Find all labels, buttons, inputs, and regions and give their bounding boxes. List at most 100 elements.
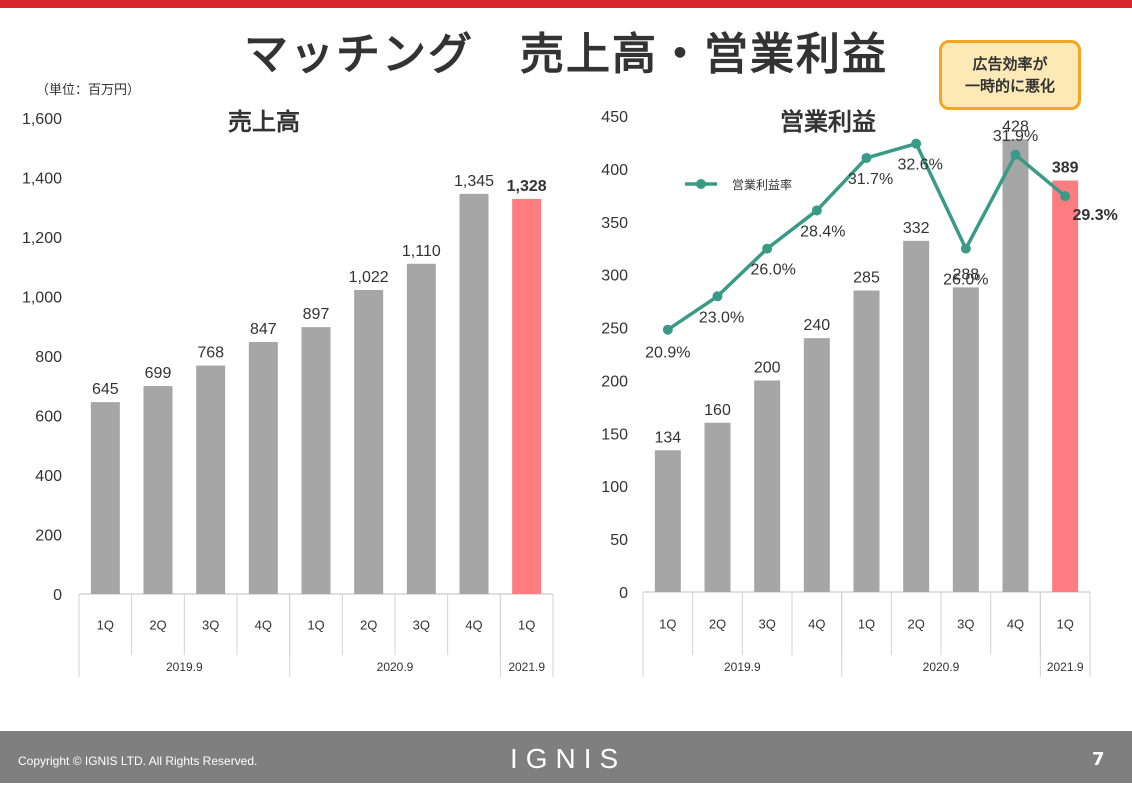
bar-value-label: 160 (704, 402, 731, 419)
margin-point (911, 138, 922, 149)
x-group-label: 2019.9 (724, 660, 761, 674)
x-tick-label: 1Q (1056, 617, 1073, 632)
y-tick-label: 200 (35, 528, 62, 545)
bar (1002, 139, 1029, 592)
x-group-label: 2021.9 (1047, 660, 1084, 674)
margin-label: 31.9% (993, 128, 1038, 145)
margin-point (861, 152, 872, 163)
bar (754, 380, 781, 592)
bar-value-label: 288 (952, 266, 979, 283)
x-tick-label: 1Q (97, 618, 114, 633)
bar-value-label: 897 (303, 306, 330, 323)
margin-label: 26.0% (943, 272, 988, 289)
x-tick-label: 3Q (957, 617, 974, 632)
y-tick-label: 800 (35, 349, 62, 366)
margin-label: 28.4% (800, 223, 845, 240)
x-tick-label: 2Q (149, 618, 166, 633)
bar (406, 263, 436, 594)
x-tick-label: 4Q (1007, 617, 1024, 632)
x-tick-label: 2Q (709, 617, 726, 632)
bar (459, 193, 489, 595)
y-tick-label: 1,000 (22, 290, 62, 307)
legend-marker (696, 179, 706, 189)
bar (248, 342, 278, 594)
callout-line-1: 広告効率が (972, 55, 1048, 73)
margin-label: 23.0% (699, 309, 744, 326)
legend-label: 営業利益率 (732, 177, 792, 192)
y-tick-label: 1,600 (22, 111, 62, 128)
x-tick-label: 2Q (907, 617, 924, 632)
bar (301, 327, 331, 594)
bar (512, 198, 542, 595)
margin-point (811, 205, 822, 216)
y-tick-label: 100 (601, 479, 628, 496)
margin-point (1060, 191, 1071, 202)
margin-point (712, 291, 723, 302)
x-tick-label: 4Q (255, 618, 272, 633)
x-tick-label: 3Q (758, 617, 775, 632)
copyright-text: Copyright © IGNIS LTD. All Rights Reserv… (18, 754, 258, 768)
x-tick-label: 4Q (465, 618, 482, 633)
margin-label: 20.9% (645, 345, 690, 362)
callout-line-2: 一時的に悪化 (964, 77, 1055, 95)
bar (952, 287, 979, 592)
bar (704, 422, 731, 592)
x-tick-label: 1Q (659, 617, 676, 632)
y-tick-label: 1,200 (22, 230, 62, 247)
margin-point (762, 243, 773, 254)
bar-value-label: 847 (250, 321, 277, 338)
bar-value-label: 645 (92, 381, 119, 398)
y-tick-label: 250 (601, 321, 628, 338)
margin-label: 29.3% (1072, 207, 1117, 224)
x-tick-label: 4Q (808, 617, 825, 632)
margin-label: 31.7% (848, 171, 893, 188)
bar-value-label: 134 (654, 429, 681, 446)
x-group-label: 2021.9 (508, 660, 545, 674)
bar-value-label: 332 (903, 220, 930, 237)
bar-value-label: 285 (853, 270, 880, 287)
bar (803, 338, 830, 592)
bar-value-label: 428 (1002, 118, 1029, 135)
bar (354, 289, 384, 594)
y-tick-label: 200 (601, 373, 628, 390)
sales-chart: 売上高 0 200 400 600 800 1,000 1,200 1,400 1,600 645 6… (22, 108, 554, 677)
margin-label: 32.6% (897, 157, 942, 174)
x-group-label: 2020.9 (377, 660, 414, 674)
x-tick-label: 2Q (360, 618, 377, 633)
bar (196, 365, 226, 594)
margin-label: 26.0% (750, 262, 795, 279)
y-tick-label: 350 (601, 215, 628, 232)
operating-profit-chart: 営業利益 0 50 100 150 200 250 300 350 400 450 134 160 200… (601, 108, 1118, 677)
y-tick-label: 0 (619, 585, 628, 602)
y-tick-label: 300 (601, 268, 628, 285)
bar-value-label: 1,022 (349, 269, 389, 286)
y-tick-label: 450 (601, 109, 628, 126)
y-tick-label: 400 (601, 162, 628, 179)
margin-point (960, 243, 971, 254)
bar (654, 450, 681, 592)
margin-point (662, 324, 673, 335)
bar (90, 402, 120, 594)
bar-value-label: 1,328 (507, 178, 547, 195)
page-number: 7 (1092, 749, 1105, 770)
x-tick-label: 1Q (858, 617, 875, 632)
bar (903, 240, 930, 592)
top-accent-bar (0, 0, 1132, 8)
bar (853, 290, 880, 592)
bar-value-label: 1,110 (402, 243, 441, 260)
y-tick-label: 50 (610, 532, 628, 549)
y-tick-label: 150 (601, 426, 628, 443)
y-tick-label: 1,400 (22, 171, 62, 188)
x-tick-label: 1Q (307, 618, 324, 633)
bar-value-label: 240 (803, 317, 830, 334)
y-tick-label: 0 (53, 587, 62, 604)
unit-note: （単位：百万円） (36, 83, 141, 98)
bar-value-label: 389 (1052, 160, 1079, 177)
callout-note: 広告効率が 一時的に悪化 (939, 40, 1081, 135)
footer: Copyright © IGNIS LTD. All Rights Reserv… (0, 731, 1132, 783)
y-tick-label: 400 (35, 468, 62, 485)
bar-value-label: 200 (754, 359, 781, 376)
bar-value-label: 768 (197, 345, 224, 362)
x-group-label: 2020.9 (923, 660, 960, 674)
x-tick-label: 3Q (202, 618, 219, 633)
